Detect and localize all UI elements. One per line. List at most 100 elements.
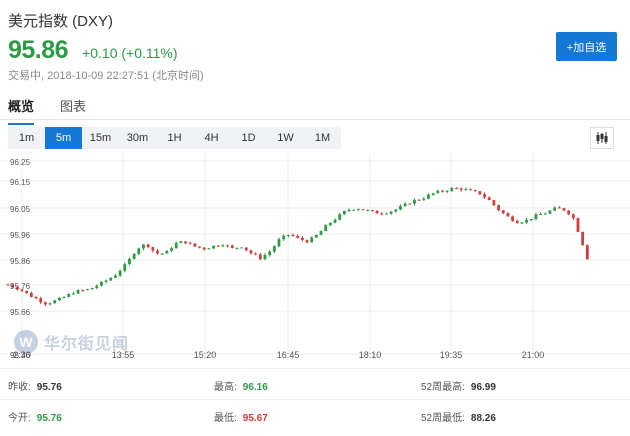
- stats-row: 昨收: 95.76 最高:96.16 52周最高: 96.99: [0, 368, 630, 399]
- trading-status: 交易中, 2018-10-09 22:27:51 (北京时间): [8, 67, 204, 83]
- stat-value: 95.67: [243, 413, 268, 424]
- stat-low: 最低:95.67: [214, 409, 268, 424]
- stat-value: 88.26: [471, 413, 496, 424]
- watermark-text: 华尔街见闻: [44, 330, 129, 354]
- stat-label: 昨收:: [8, 382, 31, 393]
- period-1mo[interactable]: 1M: [304, 127, 341, 149]
- candle-body: [581, 232, 584, 245]
- candle-body: [488, 197, 491, 200]
- tab-overview[interactable]: 概览: [8, 96, 34, 125]
- candle-body: [427, 195, 430, 199]
- period-1w[interactable]: 1W: [267, 127, 304, 149]
- candle-body: [287, 235, 290, 236]
- y-tick-label: 96.05: [10, 205, 31, 214]
- candle-body: [544, 214, 547, 215]
- tab-chart[interactable]: 图表: [60, 96, 86, 125]
- candle-body: [222, 245, 225, 246]
- candle-body: [91, 288, 94, 289]
- candle-body: [30, 293, 33, 297]
- x-tick-label: 18:10: [359, 350, 382, 360]
- y-tick-label: 95.86: [10, 257, 31, 266]
- candle-body: [114, 276, 117, 278]
- candle-body: [296, 236, 299, 238]
- period-5m[interactable]: 5m: [45, 127, 82, 149]
- candle-body: [240, 247, 243, 248]
- candle-body: [165, 251, 168, 254]
- candle-body: [385, 214, 388, 215]
- stats-table: 昨收: 95.76 最高:96.16 52周最高: 96.99 今开:95.76 最…: [0, 368, 630, 430]
- candle-body: [184, 241, 187, 243]
- candle-body: [469, 189, 472, 190]
- price-change: +0.10 (+0.11%): [82, 45, 177, 61]
- candle-body: [446, 191, 449, 192]
- period-4h[interactable]: 4H: [193, 127, 230, 149]
- stat-value: 95.76: [37, 413, 62, 424]
- candle-body: [539, 214, 542, 215]
- candle-body: [516, 221, 519, 223]
- candle-body: [357, 209, 360, 210]
- candle-body: [525, 220, 528, 223]
- candle-body: [404, 204, 407, 207]
- candle-body: [105, 281, 108, 282]
- candle-body: [422, 199, 425, 200]
- candle-body: [212, 246, 215, 249]
- candle-body: [25, 291, 28, 293]
- period-30m[interactable]: 30m: [119, 127, 156, 149]
- candle-body: [371, 210, 374, 211]
- candles-group: [7, 187, 589, 306]
- candle-body: [301, 238, 304, 240]
- candle-body: [250, 250, 253, 253]
- candle-body: [572, 214, 575, 218]
- candle-body: [207, 248, 210, 249]
- candle-body: [474, 190, 477, 191]
- x-tick-label: 19:35: [440, 350, 463, 360]
- add-to-watchlist-button[interactable]: +加自选: [556, 32, 617, 61]
- candle-body: [203, 248, 206, 250]
- stat-value: 96.99: [471, 382, 496, 393]
- last-price: 95.86: [8, 36, 68, 65]
- candle-body: [441, 191, 444, 192]
- candle-body: [193, 243, 196, 246]
- candle-body: [72, 294, 75, 295]
- candle-body: [418, 200, 421, 201]
- stat-52w-low: 52周最低:88.26: [421, 409, 496, 424]
- candle-body: [394, 210, 397, 212]
- candle-body: [563, 208, 566, 210]
- period-1m[interactable]: 1m: [8, 127, 45, 149]
- candle-body: [492, 200, 495, 205]
- candle-body: [175, 243, 178, 248]
- candle-body: [63, 297, 66, 298]
- candle-body: [161, 253, 164, 254]
- stat-open: 今开:95.76: [8, 409, 62, 424]
- candle-body: [123, 264, 126, 271]
- candle-body: [282, 236, 285, 240]
- candle-body: [268, 252, 271, 255]
- stats-row: 今开:95.76 最低:95.67 52周最低:88.26: [0, 399, 630, 430]
- candle-body: [497, 205, 500, 210]
- tabs-divider: [0, 119, 630, 120]
- stat-label: 52周最高:: [421, 382, 465, 393]
- y-tick-label: 95.66: [10, 308, 31, 317]
- y-tick-label: 95.76: [10, 282, 31, 291]
- period-1h[interactable]: 1H: [156, 127, 193, 149]
- stat-high: 最高:96.16: [214, 378, 268, 393]
- period-1d[interactable]: 1D: [230, 127, 267, 149]
- candle-body: [147, 245, 150, 248]
- candle-body: [549, 211, 552, 214]
- candle-body: [133, 254, 136, 259]
- candle-body: [119, 271, 122, 276]
- candle-body: [81, 290, 84, 291]
- candle-body: [324, 225, 327, 231]
- candle-body: [408, 204, 411, 205]
- candle-body: [273, 246, 276, 251]
- candle-body: [366, 210, 369, 211]
- candle-body: [95, 286, 98, 288]
- stat-value: 95.76: [37, 382, 62, 393]
- y-tick-label: 96.15: [10, 178, 31, 187]
- candle-body: [320, 231, 323, 235]
- period-15m[interactable]: 15m: [82, 127, 119, 149]
- candle-body: [521, 223, 524, 224]
- candle-body: [245, 247, 248, 250]
- chart-type-button[interactable]: [590, 127, 614, 149]
- candle-body: [310, 238, 313, 243]
